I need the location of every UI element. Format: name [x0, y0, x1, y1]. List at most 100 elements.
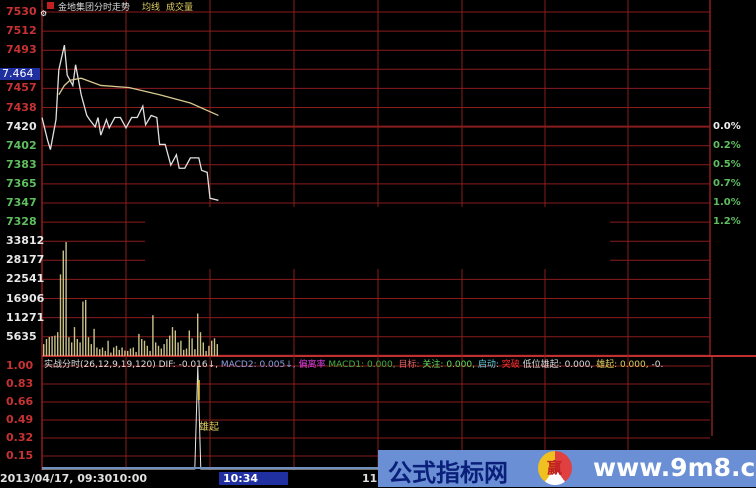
indicator-macd2: MACD2: 0.005↓, — [220, 360, 296, 370]
volume-bar — [171, 327, 174, 356]
indicator-tick: 0.66 — [6, 395, 34, 408]
rise-annotation: 雄起 — [199, 422, 219, 433]
volume-tick: 28177 — [6, 253, 45, 267]
volume-bar — [188, 330, 190, 356]
indicator-dif: DIF: -0.016↓, — [158, 360, 218, 370]
volume-bar — [107, 340, 109, 356]
indicator-tail: -0. — [651, 360, 664, 370]
volume-bar — [211, 340, 213, 356]
volume-bar — [216, 344, 218, 356]
volume-bar — [93, 328, 95, 356]
volume-bar — [99, 349, 101, 356]
volume-bar — [73, 327, 76, 356]
volume-bar — [110, 352, 112, 356]
pct-tick: 0.2% — [713, 140, 741, 151]
indicator-tick: 0.15 — [6, 449, 34, 462]
volume-bar — [71, 342, 73, 356]
price-line — [41, 44, 219, 201]
volume-bar — [202, 342, 204, 356]
volume-bar — [157, 345, 160, 356]
indicator-focus-value: 0.000, — [446, 360, 475, 370]
volume-bar — [115, 345, 118, 356]
price-tick: 7530 — [6, 5, 37, 18]
volume-bar — [197, 313, 199, 356]
volume-tick: 33812 — [6, 234, 45, 247]
volume-bar — [146, 345, 148, 356]
indicator-name: 实战分时(26,12,9,19,120) — [44, 360, 156, 370]
volume-bar — [155, 342, 157, 356]
cursor-price: 7.464 — [0, 68, 40, 80]
price-tick: 7420 — [6, 119, 37, 133]
time-label-1000: 10:00 — [112, 472, 148, 485]
volume-bar — [180, 340, 182, 356]
volume-bar — [124, 350, 126, 356]
volume-bar — [138, 333, 140, 356]
volume-bar — [113, 347, 115, 356]
volume-bar — [54, 335, 56, 356]
indicator-tick: 1.00 — [6, 359, 34, 372]
volume-bar — [149, 350, 151, 356]
volume-bar — [143, 340, 146, 356]
volume-tick: 5635 — [6, 330, 37, 343]
site-logo-icon: 赢 — [538, 451, 572, 485]
volume-bar — [141, 338, 143, 356]
volume-bar — [194, 349, 196, 356]
price-tick: 7512 — [6, 24, 37, 38]
volume-bar — [45, 338, 48, 356]
volume-bar — [208, 345, 210, 356]
volume-bar — [101, 347, 104, 356]
volume-bar — [185, 348, 188, 356]
pct-tick: 0.0% — [713, 121, 741, 132]
volume-bar — [152, 315, 154, 356]
volume-bar — [43, 344, 45, 356]
site-url[interactable]: www.9m8.cn — [593, 453, 756, 482]
volume-bar — [87, 337, 90, 356]
indicator-target: 目标: — [398, 360, 420, 370]
indicator-tick: 0.32 — [6, 431, 34, 444]
volume-bar — [59, 274, 62, 356]
volume-bar — [57, 332, 59, 356]
volume-bar — [213, 338, 216, 356]
volume-bar — [199, 332, 202, 356]
price-tick: 7383 — [6, 157, 37, 171]
price-tick: 7347 — [6, 196, 37, 209]
pct-tick: 0.5% — [713, 159, 741, 170]
volume-bar — [191, 338, 193, 356]
volume-bar — [129, 348, 132, 356]
price-tick: 7365 — [6, 176, 37, 190]
volume-bar — [132, 347, 134, 356]
panel-marker-icon — [47, 2, 54, 9]
indicator-start: 启动: — [477, 360, 499, 370]
legend-avg: 均线 — [142, 3, 161, 13]
indicator-breakout: 突破 — [501, 360, 520, 370]
pct-tick: 0.7% — [713, 178, 741, 189]
indicator-legend: 实战分时(26,12,9,19,120) DIF: -0.016↓, MACD2… — [44, 357, 663, 370]
time-label-11: 11: — [362, 472, 382, 485]
price-tick: 7438 — [6, 100, 37, 114]
volume-bar — [85, 299, 87, 356]
volume-bar — [90, 344, 92, 356]
volume-bar — [177, 342, 179, 356]
volume-tick: 22541 — [6, 272, 45, 286]
site-name: 公式指标网 — [388, 459, 508, 487]
volume-bar — [65, 242, 67, 356]
volume-tick: 16906 — [6, 291, 45, 305]
watermark-banner: 公式指标网 赢 www.9m8.cn — [378, 450, 756, 487]
settings-icon[interactable]: ⚙ — [40, 9, 48, 18]
volume-bar — [169, 335, 171, 356]
volume-bar — [96, 347, 98, 356]
volume-tick: 11271 — [6, 310, 45, 324]
indicator-macd1: MACD1: 0.000, — [328, 360, 396, 370]
price-tick: 7457 — [6, 81, 37, 95]
volume-bar — [118, 349, 120, 356]
volume-bar — [62, 250, 64, 356]
time-label-start: 2013/04/17, 09:30 — [0, 472, 113, 485]
time-cursor-label: 10:34 — [219, 472, 289, 485]
volume-bar — [183, 349, 185, 356]
price-tick: 7328 — [6, 215, 37, 229]
volume-bar — [104, 350, 106, 356]
volume-bar — [76, 338, 78, 356]
volume-bar — [135, 351, 137, 356]
indicator-tick: 0.83 — [6, 377, 34, 390]
